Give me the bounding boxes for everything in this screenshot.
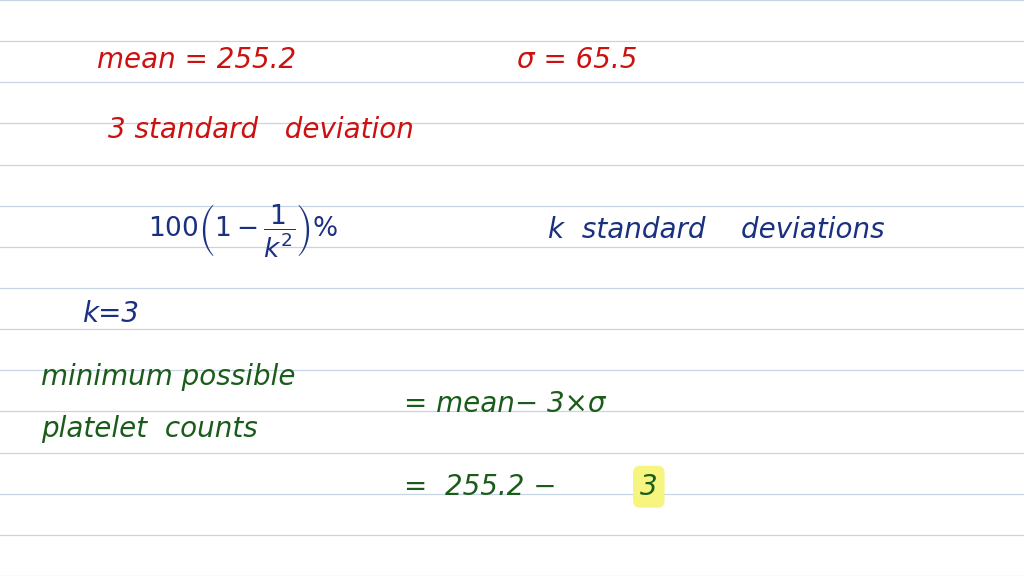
Text: k=3: k=3 bbox=[82, 300, 139, 328]
Text: k  standard    deviations: k standard deviations bbox=[548, 217, 885, 244]
Text: 3 standard   deviation: 3 standard deviation bbox=[108, 116, 414, 143]
Text: 3: 3 bbox=[640, 473, 657, 501]
Text: =  255.2 −: = 255.2 − bbox=[404, 473, 557, 501]
Text: minimum possible: minimum possible bbox=[41, 363, 296, 391]
Text: mean = 255.2: mean = 255.2 bbox=[97, 47, 296, 74]
Text: = mean− 3×σ: = mean− 3×σ bbox=[404, 391, 606, 418]
Text: platelet  counts: platelet counts bbox=[41, 415, 258, 443]
Text: $100\left(1-\dfrac{1}{k^2}\right)\%$: $100\left(1-\dfrac{1}{k^2}\right)\%$ bbox=[148, 202, 339, 259]
Text: σ = 65.5: σ = 65.5 bbox=[517, 47, 638, 74]
